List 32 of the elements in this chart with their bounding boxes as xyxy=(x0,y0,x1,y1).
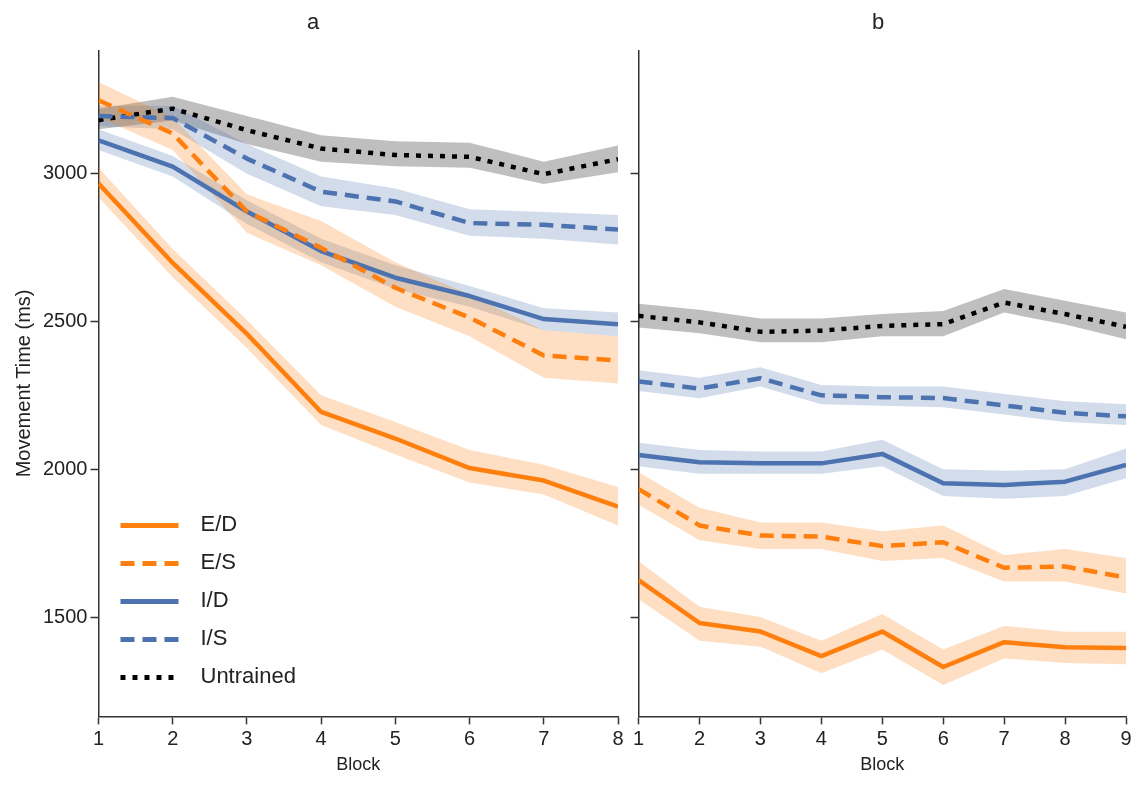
line-series xyxy=(98,106,618,177)
y-tick-label: 1500 xyxy=(42,604,88,627)
x-tick-label: 8 xyxy=(612,726,624,749)
y-tick-label: 2000 xyxy=(42,456,88,479)
x-tick-label: 5 xyxy=(876,726,888,749)
chart-title: b xyxy=(871,9,885,35)
x-tick-label: 3 xyxy=(754,726,766,749)
x-tick-label: 8 xyxy=(1059,726,1071,749)
x-tick-label: 2 xyxy=(693,726,706,749)
x-tick-label: 4 xyxy=(815,726,827,749)
x-tick-label: 1 xyxy=(633,726,645,749)
x-tick-label: 6 xyxy=(464,726,476,749)
x-tick-label: 9 xyxy=(1120,726,1132,749)
x-tick-label: 4 xyxy=(315,726,327,749)
chart-title: a xyxy=(306,9,320,35)
x-tick-label: 5 xyxy=(389,726,401,749)
x-tick-label: 6 xyxy=(937,726,949,749)
x-axis-title: Block xyxy=(860,754,906,775)
x-tick-label: 7 xyxy=(998,726,1010,749)
x-axis-title: Block xyxy=(336,754,382,775)
legend-label: E/D xyxy=(200,511,238,537)
y-tick-label: 3000 xyxy=(42,161,88,184)
legend-label: Untrained xyxy=(200,663,296,689)
x-tick-label: 3 xyxy=(241,726,253,749)
x-tick-label: 2 xyxy=(167,726,179,749)
y-axis-title: Movement Time (ms) xyxy=(11,289,34,478)
y-tick-label: 2500 xyxy=(42,308,88,331)
x-tick-label: 1 xyxy=(92,726,105,749)
x-tick-label: 7 xyxy=(538,726,550,749)
legend-label: I/D xyxy=(200,587,229,613)
legend-label: E/S xyxy=(200,549,236,575)
legend-label: I/S xyxy=(200,625,228,651)
